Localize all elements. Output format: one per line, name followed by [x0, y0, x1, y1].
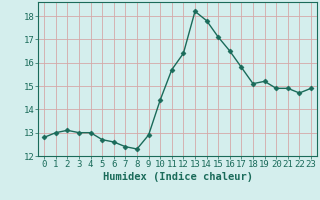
X-axis label: Humidex (Indice chaleur): Humidex (Indice chaleur)	[103, 172, 252, 182]
